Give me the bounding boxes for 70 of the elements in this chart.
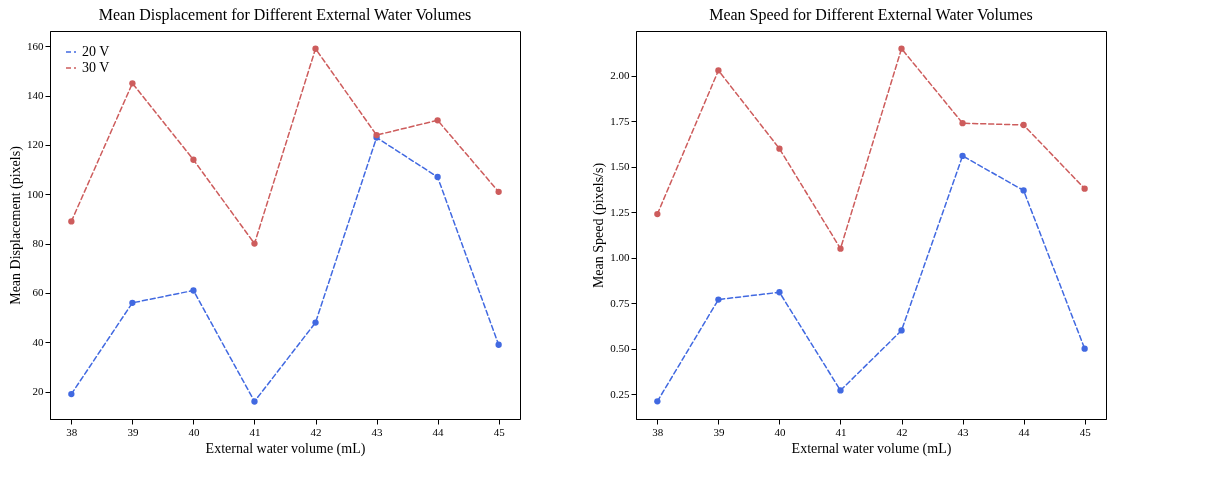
x-tick-label: 38 xyxy=(66,425,78,438)
x-tick-label: 42 xyxy=(310,425,322,438)
y-tick-label: 0.50 xyxy=(610,342,630,355)
y-axis-title: Mean Displacement (pixels) xyxy=(8,145,24,305)
y-tick-label: 160 xyxy=(27,39,44,52)
y-tick-label: 120 xyxy=(27,138,44,151)
point xyxy=(190,287,197,294)
x-tick-label: 44 xyxy=(432,425,445,438)
x-axis-title: External water volume (mL) xyxy=(791,440,952,457)
point xyxy=(495,341,502,348)
x-tick-label: 42 xyxy=(896,425,908,438)
point xyxy=(654,210,661,218)
point xyxy=(129,299,136,306)
y-tick-label: 60 xyxy=(32,286,44,299)
point xyxy=(837,387,844,394)
point xyxy=(129,80,136,87)
point xyxy=(495,188,502,195)
x-tick-label: 40 xyxy=(774,425,786,438)
point xyxy=(190,156,197,163)
legend-label: 20 V xyxy=(82,44,110,59)
y-tick-label: 40 xyxy=(32,335,44,348)
x-tick-label: 40 xyxy=(188,425,200,438)
x-tick-label: 41 xyxy=(835,425,847,438)
point xyxy=(776,145,783,152)
point xyxy=(776,289,783,296)
chart-title: Mean Speed for Different External Water Volumes xyxy=(709,6,1033,24)
x-tick-label: 45 xyxy=(493,425,506,438)
point xyxy=(434,117,441,124)
y-tick-label: 140 xyxy=(27,89,44,102)
point xyxy=(68,218,75,225)
point xyxy=(434,173,441,181)
y-tick-label: 100 xyxy=(27,187,44,200)
chart-title: Mean Displacement for Different External Water Volumes xyxy=(98,6,472,24)
point xyxy=(837,245,844,252)
point xyxy=(959,152,966,160)
y-tick-label: 1.00 xyxy=(610,251,630,264)
point xyxy=(1020,121,1027,129)
y-tick-label: 1.50 xyxy=(610,160,630,173)
point xyxy=(312,45,319,52)
legend-label: 30 V xyxy=(82,60,110,75)
point xyxy=(251,240,258,247)
x-tick-label: 38 xyxy=(652,425,664,438)
point xyxy=(959,120,966,127)
x-tick-label: 45 xyxy=(1079,425,1092,438)
y-tick-label: 2.00 xyxy=(610,69,630,82)
y-tick-label: 1.75 xyxy=(610,114,630,127)
point xyxy=(312,319,319,326)
point xyxy=(715,67,722,74)
y-tick-label: 20 xyxy=(32,385,44,398)
point xyxy=(68,390,75,398)
point xyxy=(898,327,905,334)
y-tick-label: 0.25 xyxy=(610,387,630,400)
x-tick-label: 43 xyxy=(371,425,384,438)
point xyxy=(654,398,661,405)
x-axis-title: External water volume (mL) xyxy=(205,440,366,457)
x-tick-label: 41 xyxy=(249,425,261,438)
y-tick-label: 80 xyxy=(32,237,44,250)
y-axis-title: Mean Speed (pixels/s) xyxy=(591,162,608,289)
point xyxy=(1081,185,1088,192)
x-tick-label: 39 xyxy=(713,425,725,438)
point xyxy=(1081,345,1088,352)
point xyxy=(898,45,905,52)
x-tick-label: 43 xyxy=(957,425,970,438)
point xyxy=(251,398,258,405)
x-tick-label: 44 xyxy=(1018,425,1031,438)
y-tick-label: 0.75 xyxy=(610,296,630,309)
y-tick-label: 1.25 xyxy=(610,205,630,218)
point xyxy=(715,296,722,303)
x-tick-label: 39 xyxy=(127,425,139,438)
point xyxy=(1020,187,1027,194)
